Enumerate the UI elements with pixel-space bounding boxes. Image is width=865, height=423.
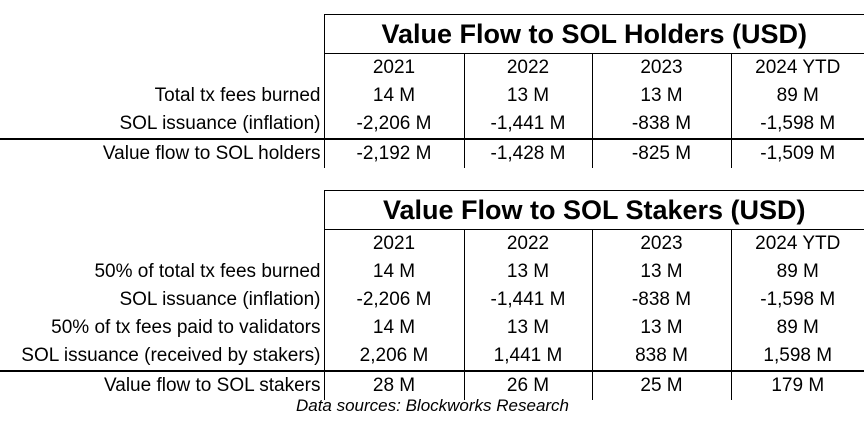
- holders-table: Value Flow to SOL Holders (USD) 2021 202…: [0, 14, 864, 168]
- table-row: 50% of total tx fees burned 14 M 13 M 13…: [0, 258, 864, 286]
- cell: -1,441 M: [463, 110, 592, 139]
- row-label: SOL issuance (inflation): [119, 289, 321, 310]
- cell: -838 M: [591, 110, 731, 139]
- cell: 14 M: [323, 258, 464, 286]
- row-label: SOL issuance (received by stakers): [21, 345, 321, 366]
- stakers-col-2024: 2024 YTD: [730, 229, 864, 258]
- cell: 13 M: [591, 82, 731, 110]
- cell: 13 M: [591, 258, 731, 286]
- holders-col-2024: 2024 YTD: [730, 53, 864, 82]
- stakers-col-2022: 2022: [463, 229, 592, 258]
- stakers-table: Value Flow to SOL Stakers (USD) 2021 202…: [0, 190, 864, 400]
- cell: 14 M: [323, 314, 464, 342]
- table-row: SOL issuance (inflation) -2,206 M -1,441…: [0, 110, 864, 139]
- cell: -2,192 M: [323, 138, 464, 168]
- cell: -1,509 M: [730, 138, 864, 168]
- cell: -1,428 M: [463, 138, 592, 168]
- cell: 28 M: [323, 370, 464, 400]
- table-row: Total tx fees burned 14 M 13 M 13 M 89 M: [0, 82, 864, 110]
- stakers-title: Value Flow to SOL Stakers (USD): [323, 190, 864, 230]
- holders-title: Value Flow to SOL Holders (USD): [323, 14, 864, 54]
- row-label: Value flow to SOL stakers: [0, 370, 324, 400]
- cell: 89 M: [730, 258, 864, 286]
- table-row: 50% of tx fees paid to validators 14 M 1…: [0, 314, 864, 342]
- cell: 13 M: [463, 314, 592, 342]
- table-row-total: Value flow to SOL stakers 28 M 26 M 25 M…: [0, 370, 864, 400]
- cell: -838 M: [591, 286, 731, 314]
- cell: 13 M: [591, 314, 731, 342]
- row-label: Total tx fees burned: [154, 85, 321, 106]
- cell: 89 M: [730, 314, 864, 342]
- data-source-note: Data sources: Blockworks Research: [295, 396, 570, 415]
- holders-header-label: [0, 54, 324, 83]
- stakers-header-label: [0, 230, 324, 259]
- cell: -2,206 M: [323, 110, 464, 139]
- cell: 13 M: [463, 82, 592, 110]
- table-row: SOL issuance (received by stakers) 2,206…: [0, 342, 864, 371]
- table-row-total: Value flow to SOL holders -2,192 M -1,42…: [0, 138, 864, 168]
- row-label: 50% of tx fees paid to validators: [51, 317, 321, 338]
- row-label: 50% of total tx fees burned: [94, 261, 321, 282]
- cell: 89 M: [730, 82, 864, 110]
- holders-corner: [0, 15, 324, 54]
- stakers-col-2021: 2021: [323, 229, 464, 258]
- stakers-corner: [0, 191, 324, 230]
- cell: 179 M: [730, 370, 864, 400]
- stakers-col-2023: 2023: [591, 229, 731, 258]
- cell: -1,441 M: [463, 286, 592, 314]
- row-label: SOL issuance (inflation): [119, 113, 321, 134]
- holders-col-2023: 2023: [591, 53, 731, 82]
- cell: -2,206 M: [323, 286, 464, 314]
- cell: -825 M: [591, 138, 731, 168]
- cell: 14 M: [323, 82, 464, 110]
- cell: 26 M: [463, 370, 592, 400]
- cell: -1,598 M: [730, 286, 864, 314]
- row-label: Value flow to SOL holders: [0, 138, 324, 168]
- holders-col-2022: 2022: [463, 53, 592, 82]
- holders-col-2021: 2021: [323, 53, 464, 82]
- table-row: SOL issuance (inflation) -2,206 M -1,441…: [0, 286, 864, 314]
- cell: 1,598 M: [730, 342, 864, 371]
- cell: 25 M: [591, 370, 731, 400]
- cell: 1,441 M: [463, 342, 592, 371]
- cell: -1,598 M: [730, 110, 864, 139]
- cell: 2,206 M: [323, 342, 464, 371]
- cell: 838 M: [591, 342, 731, 371]
- cell: 13 M: [463, 258, 592, 286]
